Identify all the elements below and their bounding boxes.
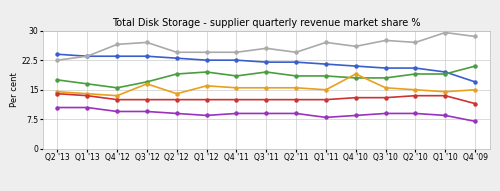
HP (412, 73, 418, 75)
Line: HP: HP (56, 65, 476, 89)
HP (84, 83, 90, 85)
Others (442, 31, 448, 34)
NetApp (442, 114, 448, 117)
IBM (54, 91, 60, 93)
Dell (382, 96, 388, 99)
EMC (114, 55, 120, 57)
IBM (174, 93, 180, 95)
HP (353, 77, 359, 79)
Others (412, 41, 418, 44)
EMC (174, 57, 180, 59)
Others (353, 45, 359, 48)
NetApp (353, 114, 359, 117)
Others (114, 43, 120, 45)
IBM (234, 87, 239, 89)
Dell (144, 99, 150, 101)
HP (323, 75, 329, 77)
Line: Others: Others (56, 31, 476, 62)
NetApp (472, 120, 478, 122)
IBM (204, 85, 210, 87)
HP (382, 77, 388, 79)
EMC (204, 59, 210, 61)
IBM (114, 95, 120, 97)
Dell (293, 99, 299, 101)
Dell (174, 99, 180, 101)
IBM (84, 93, 90, 95)
EMC (412, 67, 418, 69)
Others (204, 51, 210, 53)
Dell (234, 99, 239, 101)
EMC (84, 55, 90, 57)
NetApp (412, 112, 418, 115)
IBM (382, 87, 388, 89)
IBM (323, 89, 329, 91)
HP (54, 79, 60, 81)
NetApp (234, 112, 239, 115)
HP (204, 71, 210, 73)
Y-axis label: Per cent: Per cent (10, 72, 19, 107)
Dell (204, 99, 210, 101)
NetApp (84, 106, 90, 109)
Title: Total Disk Storage - supplier quarterly revenue market share %: Total Disk Storage - supplier quarterly … (112, 18, 420, 28)
HP (114, 87, 120, 89)
Dell (472, 102, 478, 105)
Line: EMC: EMC (56, 53, 476, 83)
Dell (353, 96, 359, 99)
Others (382, 39, 388, 42)
EMC (144, 55, 150, 57)
Dell (442, 95, 448, 97)
HP (263, 71, 269, 73)
HP (234, 75, 239, 77)
EMC (234, 59, 239, 61)
EMC (263, 61, 269, 63)
Dell (54, 93, 60, 95)
IBM (442, 91, 448, 93)
Dell (84, 95, 90, 97)
EMC (54, 53, 60, 55)
IBM (472, 89, 478, 91)
Line: IBM: IBM (56, 72, 476, 97)
IBM (263, 87, 269, 89)
HP (174, 73, 180, 75)
HP (293, 75, 299, 77)
IBM (144, 83, 150, 85)
EMC (472, 81, 478, 83)
Others (263, 47, 269, 49)
EMC (353, 65, 359, 67)
Dell (323, 99, 329, 101)
NetApp (54, 106, 60, 109)
NetApp (204, 114, 210, 117)
Others (54, 59, 60, 61)
NetApp (293, 112, 299, 115)
EMC (323, 63, 329, 65)
Others (323, 41, 329, 44)
Line: NetApp: NetApp (56, 106, 476, 123)
NetApp (144, 110, 150, 113)
Others (84, 55, 90, 57)
NetApp (323, 116, 329, 119)
IBM (412, 89, 418, 91)
Dell (412, 95, 418, 97)
Others (293, 51, 299, 53)
NetApp (382, 112, 388, 115)
EMC (382, 67, 388, 69)
EMC (293, 61, 299, 63)
IBM (353, 73, 359, 75)
Dell (263, 99, 269, 101)
HP (472, 65, 478, 67)
Dell (114, 99, 120, 101)
HP (144, 81, 150, 83)
IBM (293, 87, 299, 89)
NetApp (174, 112, 180, 115)
Others (472, 35, 478, 38)
EMC (442, 71, 448, 73)
NetApp (263, 112, 269, 115)
Others (174, 51, 180, 53)
Line: Dell: Dell (56, 92, 476, 105)
Others (234, 51, 239, 53)
Others (144, 41, 150, 44)
HP (442, 73, 448, 75)
NetApp (114, 110, 120, 113)
